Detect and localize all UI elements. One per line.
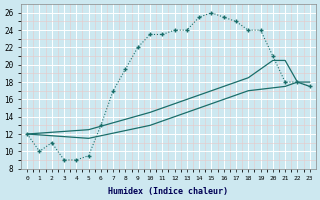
X-axis label: Humidex (Indice chaleur): Humidex (Indice chaleur) xyxy=(108,187,228,196)
